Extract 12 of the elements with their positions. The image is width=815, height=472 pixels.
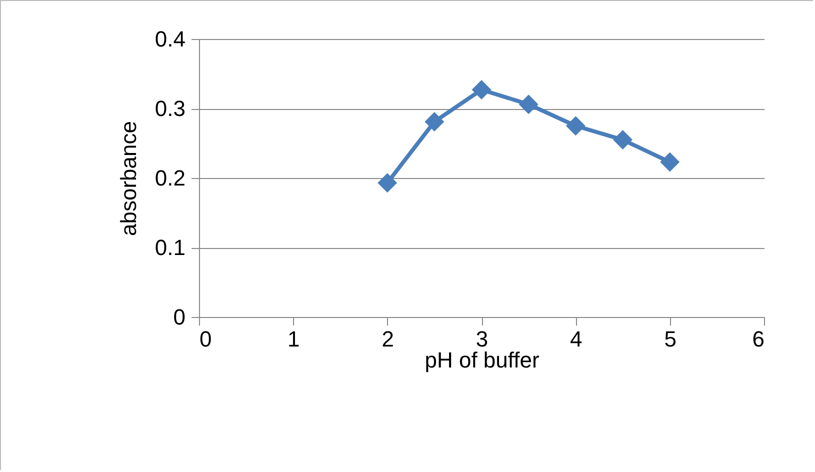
y-tick-label: 0.2 [154, 166, 186, 190]
x-tick-label: 5 [664, 326, 676, 352]
x-tick-label: 4 [570, 326, 582, 352]
x-tick-label: 6 [752, 326, 764, 352]
y-tick-label: 0 [173, 304, 186, 330]
y-tick-label: 0.4 [154, 26, 186, 52]
x-tick-label: 0 [200, 326, 212, 352]
x-tick-label: 2 [382, 326, 394, 352]
x-tick-label: 1 [288, 326, 300, 352]
y-tick-label: 0.3 [154, 96, 186, 121]
y-tick-label: 0.1 [154, 235, 186, 260]
y-axis-title: absorbance [116, 121, 141, 236]
